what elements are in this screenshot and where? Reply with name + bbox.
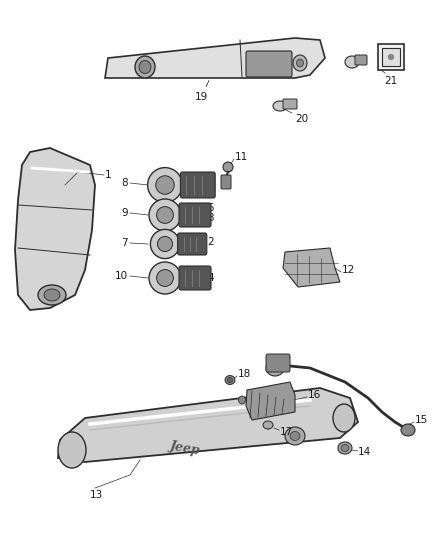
Ellipse shape xyxy=(293,55,307,71)
Ellipse shape xyxy=(263,421,273,429)
Ellipse shape xyxy=(156,176,174,194)
Ellipse shape xyxy=(297,59,304,67)
Text: Jeep: Jeep xyxy=(169,439,201,457)
Ellipse shape xyxy=(135,56,155,78)
Text: 18: 18 xyxy=(238,369,251,379)
Ellipse shape xyxy=(44,289,60,301)
Ellipse shape xyxy=(266,360,284,376)
Ellipse shape xyxy=(157,270,173,286)
Text: 2: 2 xyxy=(207,237,214,247)
Polygon shape xyxy=(283,248,340,287)
Text: 13: 13 xyxy=(90,490,103,500)
FancyBboxPatch shape xyxy=(221,175,231,189)
FancyBboxPatch shape xyxy=(177,233,207,255)
Text: 9: 9 xyxy=(121,208,128,218)
Polygon shape xyxy=(15,148,95,310)
Text: 15: 15 xyxy=(415,415,428,425)
Polygon shape xyxy=(58,388,358,462)
Ellipse shape xyxy=(341,445,349,451)
Ellipse shape xyxy=(157,237,173,252)
Ellipse shape xyxy=(149,262,181,294)
Ellipse shape xyxy=(338,442,352,454)
Text: 1: 1 xyxy=(105,170,112,180)
Ellipse shape xyxy=(389,54,393,60)
Ellipse shape xyxy=(333,404,355,432)
FancyBboxPatch shape xyxy=(266,354,290,372)
Ellipse shape xyxy=(157,207,173,223)
Ellipse shape xyxy=(149,199,181,231)
Ellipse shape xyxy=(148,167,182,203)
FancyBboxPatch shape xyxy=(180,172,215,198)
Text: 12: 12 xyxy=(342,265,355,275)
FancyBboxPatch shape xyxy=(283,99,297,109)
Ellipse shape xyxy=(227,377,233,383)
Ellipse shape xyxy=(225,376,235,384)
Ellipse shape xyxy=(139,61,151,74)
Ellipse shape xyxy=(290,432,300,440)
Text: 5: 5 xyxy=(207,203,214,213)
Ellipse shape xyxy=(223,162,233,172)
Text: 10: 10 xyxy=(115,271,128,281)
FancyBboxPatch shape xyxy=(246,51,292,77)
Text: 20: 20 xyxy=(295,114,308,124)
FancyBboxPatch shape xyxy=(378,44,404,70)
Ellipse shape xyxy=(38,285,66,305)
Text: 8: 8 xyxy=(121,178,128,188)
Ellipse shape xyxy=(150,229,180,259)
FancyBboxPatch shape xyxy=(179,266,211,290)
Text: 21: 21 xyxy=(385,76,398,86)
Ellipse shape xyxy=(58,432,86,468)
FancyBboxPatch shape xyxy=(382,48,400,66)
Ellipse shape xyxy=(285,427,305,445)
Text: 11: 11 xyxy=(235,152,248,162)
FancyBboxPatch shape xyxy=(355,55,367,65)
FancyBboxPatch shape xyxy=(179,203,211,227)
Text: 16: 16 xyxy=(308,390,321,400)
Text: 19: 19 xyxy=(195,80,209,102)
Text: 3: 3 xyxy=(207,213,214,223)
Text: 14: 14 xyxy=(358,447,371,457)
Ellipse shape xyxy=(345,56,359,68)
Text: 4: 4 xyxy=(207,273,214,283)
Text: 7: 7 xyxy=(121,238,128,248)
Polygon shape xyxy=(105,38,325,78)
Text: 17: 17 xyxy=(280,427,293,437)
Text: 6: 6 xyxy=(207,173,214,183)
Ellipse shape xyxy=(239,396,246,404)
Ellipse shape xyxy=(273,101,287,111)
Polygon shape xyxy=(246,382,295,420)
Ellipse shape xyxy=(401,424,415,436)
